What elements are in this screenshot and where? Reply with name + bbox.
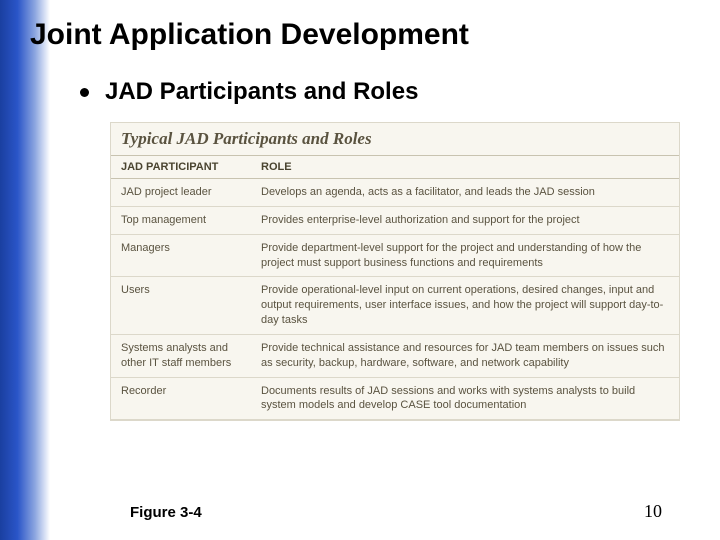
cell-participant: Top management xyxy=(111,206,251,234)
slide-title: Joint Application Development xyxy=(30,18,700,52)
cell-role: Develops an agenda, acts as a facilitato… xyxy=(251,179,679,207)
cell-role: Provides enterprise-level authorization … xyxy=(251,206,679,234)
bullet-item: JAD Participants and Roles xyxy=(80,78,700,106)
cell-participant: Users xyxy=(111,277,251,335)
cell-role: Documents results of JAD sessions and wo… xyxy=(251,377,679,420)
cell-role: Provide operational-level input on curre… xyxy=(251,277,679,335)
table-row: Users Provide operational-level input on… xyxy=(111,277,679,335)
col-header-role: ROLE xyxy=(251,156,679,179)
figure-title: Typical JAD Participants and Roles xyxy=(111,123,679,155)
table-row: JAD project leader Develops an agenda, a… xyxy=(111,179,679,207)
figure-label: Figure 3-4 xyxy=(130,504,202,521)
cell-participant: Recorder xyxy=(111,377,251,420)
cell-participant: Systems analysts and other IT staff memb… xyxy=(111,334,251,377)
bullet-text: JAD Participants and Roles xyxy=(105,78,418,106)
figure-box: Typical JAD Participants and Roles JAD P… xyxy=(110,122,680,421)
table-header-row: JAD PARTICIPANT ROLE xyxy=(111,156,679,179)
page-number: 10 xyxy=(644,501,662,522)
table-row: Systems analysts and other IT staff memb… xyxy=(111,334,679,377)
slide-content: Joint Application Development JAD Partic… xyxy=(0,0,720,540)
participants-table: JAD PARTICIPANT ROLE JAD project leader … xyxy=(111,155,679,420)
table-row: Managers Provide department-level suppor… xyxy=(111,234,679,277)
cell-role: Provide department-level support for the… xyxy=(251,234,679,277)
col-header-participant: JAD PARTICIPANT xyxy=(111,156,251,179)
bullet-dot-icon xyxy=(80,88,89,97)
cell-participant: Managers xyxy=(111,234,251,277)
slide-footer: Figure 3-4 10 xyxy=(0,501,720,522)
table-row: Top management Provides enterprise-level… xyxy=(111,206,679,234)
cell-role: Provide technical assistance and resourc… xyxy=(251,334,679,377)
cell-participant: JAD project leader xyxy=(111,179,251,207)
table-row: Recorder Documents results of JAD sessio… xyxy=(111,377,679,420)
